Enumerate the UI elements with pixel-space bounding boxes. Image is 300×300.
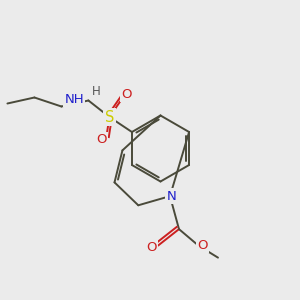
Text: N: N [167, 190, 176, 202]
Text: O: O [97, 133, 107, 146]
Text: H: H [92, 85, 100, 98]
Text: NH: NH [64, 92, 84, 106]
Text: S: S [105, 110, 114, 124]
Text: O: O [121, 88, 132, 101]
Text: O: O [197, 239, 207, 252]
Text: O: O [146, 241, 157, 254]
